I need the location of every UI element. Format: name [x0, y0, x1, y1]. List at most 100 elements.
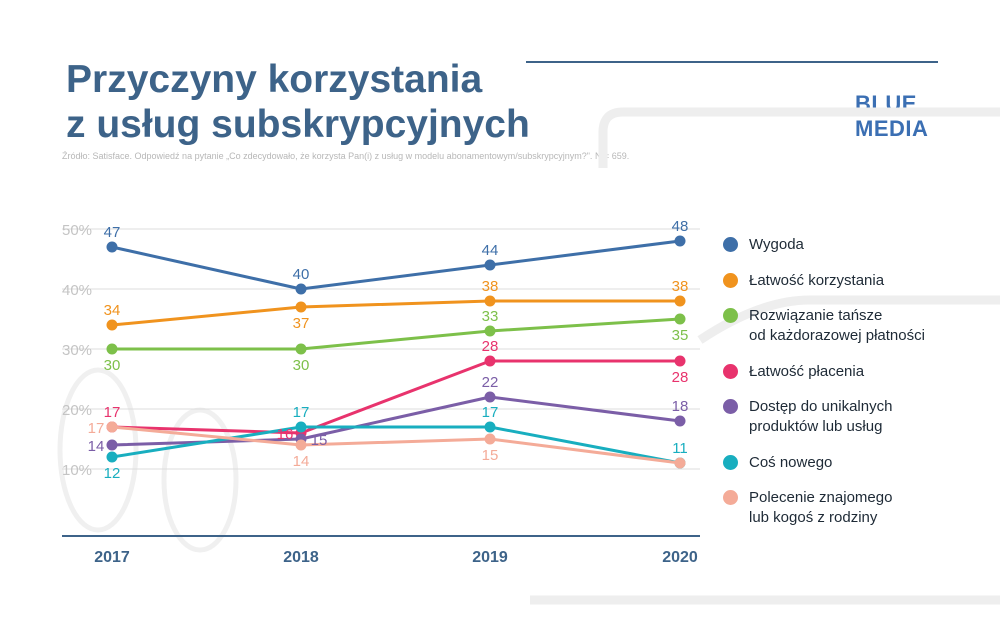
- decor-shape-side: [697, 295, 1000, 344]
- header-rule: [526, 61, 938, 63]
- y-axis-ticks: 50% 40% 30% 20% 10%: [62, 222, 92, 479]
- data-label: 33: [482, 308, 499, 325]
- data-point: [106, 421, 118, 433]
- data-point: [106, 451, 118, 463]
- data-point: [484, 259, 496, 271]
- legend-swatch: [723, 273, 738, 288]
- data-point: [484, 391, 496, 403]
- series-line: [111, 425, 681, 465]
- data-point: [674, 313, 686, 325]
- data-point: [674, 295, 686, 307]
- legend-label: Łatwość płacenia: [749, 363, 865, 380]
- data-point: [674, 235, 686, 247]
- series-line: [111, 425, 681, 465]
- legend-swatch: [723, 364, 738, 379]
- legend-label: Coś nowego: [749, 454, 833, 471]
- data-label: 17: [293, 404, 310, 421]
- data-label: 14: [293, 453, 310, 470]
- data-label: 11: [672, 440, 688, 457]
- data-point: [295, 301, 307, 313]
- data-point: [484, 295, 496, 307]
- chart-title-line-2: z usług subskrypcyjnych: [66, 103, 530, 146]
- data-label: 28: [482, 338, 499, 355]
- series-group: [106, 313, 686, 355]
- legend-swatch: [723, 399, 738, 414]
- data-label: 28: [672, 369, 689, 386]
- legend-swatch: [723, 455, 738, 470]
- decor-percent-ring-1: [57, 367, 139, 533]
- data-point: [106, 343, 118, 355]
- legend-item: Rozwiązanie tańsze od każdorazowej płatn…: [723, 306, 925, 346]
- data-point: [484, 421, 496, 433]
- x-tick-label: 2019: [472, 549, 508, 566]
- data-point: [484, 325, 496, 337]
- series-line: [111, 299, 680, 327]
- data-label: 48: [672, 218, 689, 235]
- data-label: 22: [482, 374, 499, 391]
- data-point: [295, 283, 307, 295]
- brand-logo-line-2: MEDIA: [855, 116, 929, 141]
- data-point: [106, 439, 118, 451]
- data-label: 37: [293, 315, 310, 332]
- data-label: 15: [482, 447, 499, 464]
- x-tick-label: 2017: [94, 549, 130, 566]
- legend-label: Łatwość korzystania: [749, 272, 885, 289]
- x-tick-label: 2020: [662, 549, 698, 566]
- data-label: 14: [88, 438, 105, 455]
- background-decoration: [57, 107, 1000, 605]
- legend-swatch: [723, 490, 738, 505]
- legend-item: Łatwość korzystania: [723, 271, 884, 291]
- data-label: 17: [104, 404, 121, 421]
- data-point: [674, 457, 686, 469]
- y-tick-label: 40%: [62, 282, 92, 299]
- data-point: [674, 415, 686, 427]
- data-label: 17: [88, 420, 105, 437]
- source-note: Źródło: Satisface. Odpowiedź na pytanie …: [62, 151, 630, 161]
- legend-label: Dostęp do unikalnych produktów lub usług: [749, 398, 893, 435]
- data-point: [295, 421, 307, 433]
- y-tick-label: 30%: [62, 342, 92, 359]
- data-label: 38: [482, 278, 499, 295]
- data-label: 30: [104, 357, 121, 374]
- data-label: 12: [104, 465, 121, 482]
- legend-label: Wygoda: [749, 236, 804, 253]
- series-lines: [106, 235, 686, 469]
- data-label: 35: [672, 327, 689, 344]
- data-point: [106, 241, 118, 253]
- y-tick-label: 20%: [62, 402, 92, 419]
- legend-item: Wygoda: [723, 235, 804, 255]
- legend-swatch: [723, 237, 738, 252]
- data-point: [484, 433, 496, 445]
- legend-item: Coś nowego: [723, 453, 832, 473]
- series-group: [106, 421, 686, 469]
- legend-item: Łatwość płacenia: [723, 362, 864, 382]
- data-label: 30: [293, 357, 310, 374]
- series-line: [111, 395, 681, 447]
- data-label: 40: [293, 266, 310, 283]
- data-label: 44: [482, 242, 499, 259]
- data-label: 34: [104, 302, 121, 319]
- decor-percent-ring-2: [161, 407, 239, 553]
- x-axis: 2017 2018 2019 2020: [62, 535, 700, 566]
- series-group: [106, 295, 686, 331]
- legend-label: Polecenie znajomego lub kogoś z rodziny: [749, 489, 893, 526]
- legend-label: Rozwiązanie tańsze od każdorazowej płatn…: [749, 307, 925, 344]
- legend-item: Polecenie znajomego lub kogoś z rodziny: [723, 488, 892, 528]
- data-point: [295, 343, 307, 355]
- y-tick-label: 50%: [62, 222, 92, 239]
- decor-shape-top: [598, 107, 1000, 168]
- data-label: 15: [311, 432, 328, 449]
- series-line: [111, 239, 681, 291]
- data-label: 47: [104, 224, 121, 241]
- y-tick-label: 10%: [62, 462, 92, 479]
- data-label: 16: [277, 426, 294, 443]
- data-point: [674, 355, 686, 367]
- series-group: [106, 235, 686, 295]
- data-point: [106, 319, 118, 331]
- legend-item: Dostęp do unikalnych produktów lub usług: [723, 397, 892, 437]
- data-label: 17: [482, 404, 499, 421]
- data-point: [484, 355, 496, 367]
- data-label: 38: [672, 278, 689, 295]
